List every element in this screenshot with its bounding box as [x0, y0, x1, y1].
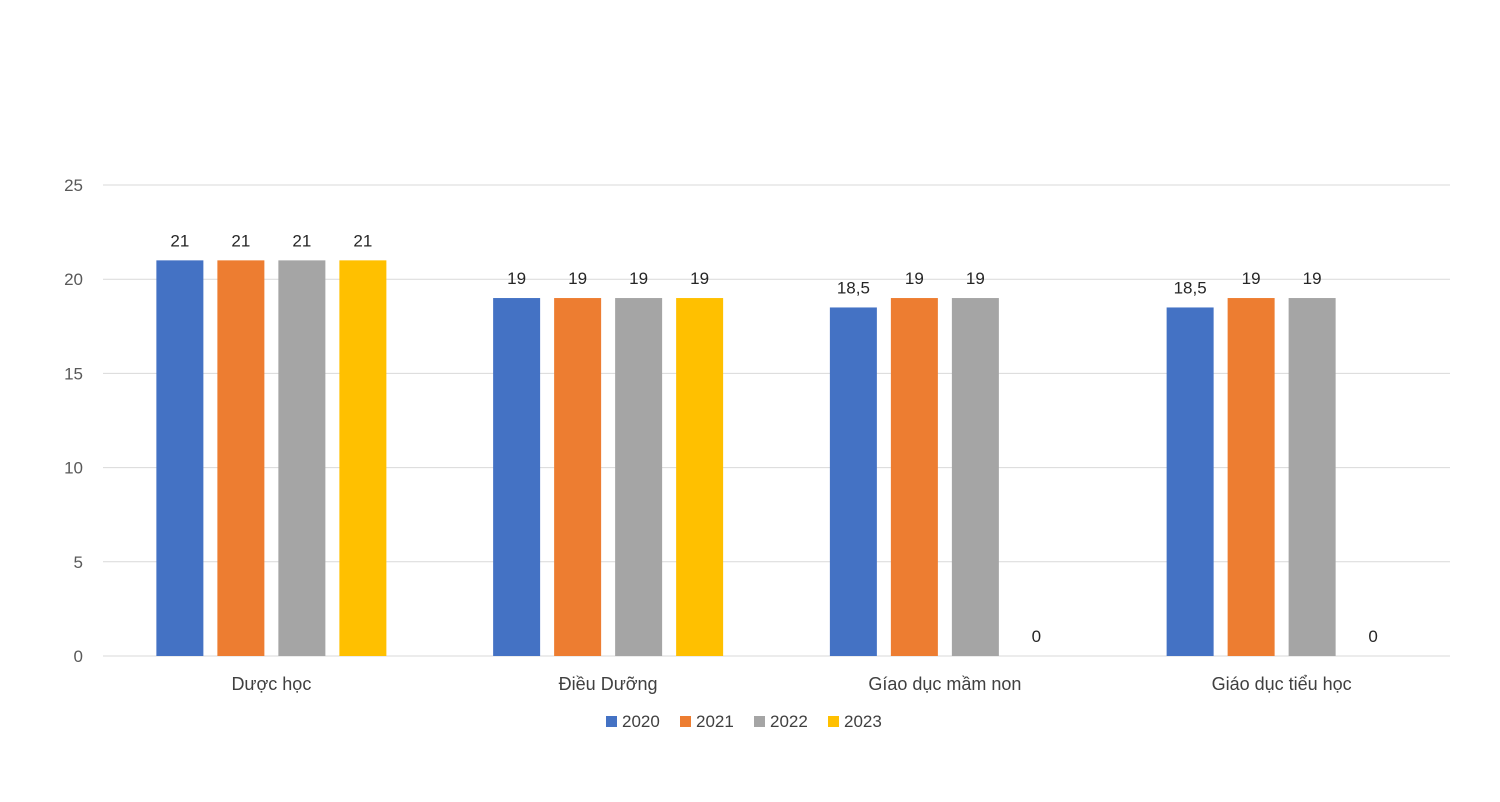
- legend-label-2023: 2023: [844, 712, 882, 731]
- category-label-3: Gíao dục mầm non: [868, 674, 1021, 694]
- bars: [156, 260, 1336, 656]
- legend-swatch-2022: [754, 716, 765, 727]
- bar-2020-3: [829, 307, 877, 656]
- data-label-2020-4: 18,5: [1174, 278, 1207, 297]
- category-label-2: Điều Dưỡng: [559, 674, 658, 694]
- y-tick-label: 25: [64, 176, 83, 195]
- legend-swatch-2020: [606, 716, 617, 727]
- data-label-2020-1: 21: [170, 231, 189, 250]
- bar-2021-4: [1227, 298, 1275, 656]
- category-label-1: Dược học: [231, 674, 311, 694]
- data-label-2021-1: 21: [231, 231, 250, 250]
- gridlines: [103, 184, 1450, 657]
- bar-2023-1: [339, 260, 387, 656]
- y-tick-label: 15: [64, 364, 83, 383]
- legend-label-2021: 2021: [696, 712, 734, 731]
- y-tick-label: 10: [64, 459, 83, 478]
- data-label-2021-3: 19: [905, 269, 924, 288]
- bar-2022-4: [1288, 298, 1336, 656]
- y-tick-label: 0: [74, 647, 83, 666]
- bar-2023-2: [676, 298, 724, 656]
- data-label-2023-1: 21: [353, 231, 372, 250]
- data-label-2023-2: 19: [690, 269, 709, 288]
- bar-2021-3: [890, 298, 938, 656]
- data-label-2023-4: 0: [1368, 627, 1377, 646]
- bar-2020-1: [156, 260, 204, 656]
- bar-2022-3: [951, 298, 999, 656]
- y-tick-label: 5: [74, 553, 83, 572]
- bar-2021-2: [554, 298, 602, 656]
- data-label-2021-4: 19: [1242, 269, 1261, 288]
- bar-2022-1: [278, 260, 326, 656]
- legend-label-2022: 2022: [770, 712, 808, 731]
- bar-2020-4: [1166, 307, 1214, 656]
- data-label-2022-2: 19: [629, 269, 648, 288]
- bar-2020-2: [493, 298, 541, 656]
- category-label-4: Giáo dục tiểu học: [1212, 674, 1352, 694]
- data-label-2023-3: 0: [1032, 627, 1041, 646]
- y-axis-ticks: 0 5 10 15 20 25: [64, 176, 83, 666]
- bar-2022-2: [615, 298, 663, 656]
- bar-2021-1: [217, 260, 265, 656]
- data-label-2020-3: 18,5: [837, 278, 870, 297]
- data-label-2022-1: 21: [292, 231, 311, 250]
- data-label-2022-4: 19: [1303, 269, 1322, 288]
- legend-swatch-2021: [680, 716, 691, 727]
- legend-label-2020: 2020: [622, 712, 660, 731]
- x-axis-categories: Dược học Điều Dưỡng Gíao dục mầm non Giáo d…: [231, 674, 1351, 694]
- data-label-2020-2: 19: [507, 269, 526, 288]
- data-labels: 21 21 21 21 19 19 19 19 18,5 19 19 0 18,5 19 19 0: [170, 231, 1377, 646]
- data-label-2021-2: 19: [568, 269, 587, 288]
- data-label-2022-3: 19: [966, 269, 985, 288]
- legend-swatch-2023: [828, 716, 839, 727]
- y-tick-label: 20: [64, 270, 83, 289]
- legend: 2020 2021 2022 2023: [606, 712, 882, 731]
